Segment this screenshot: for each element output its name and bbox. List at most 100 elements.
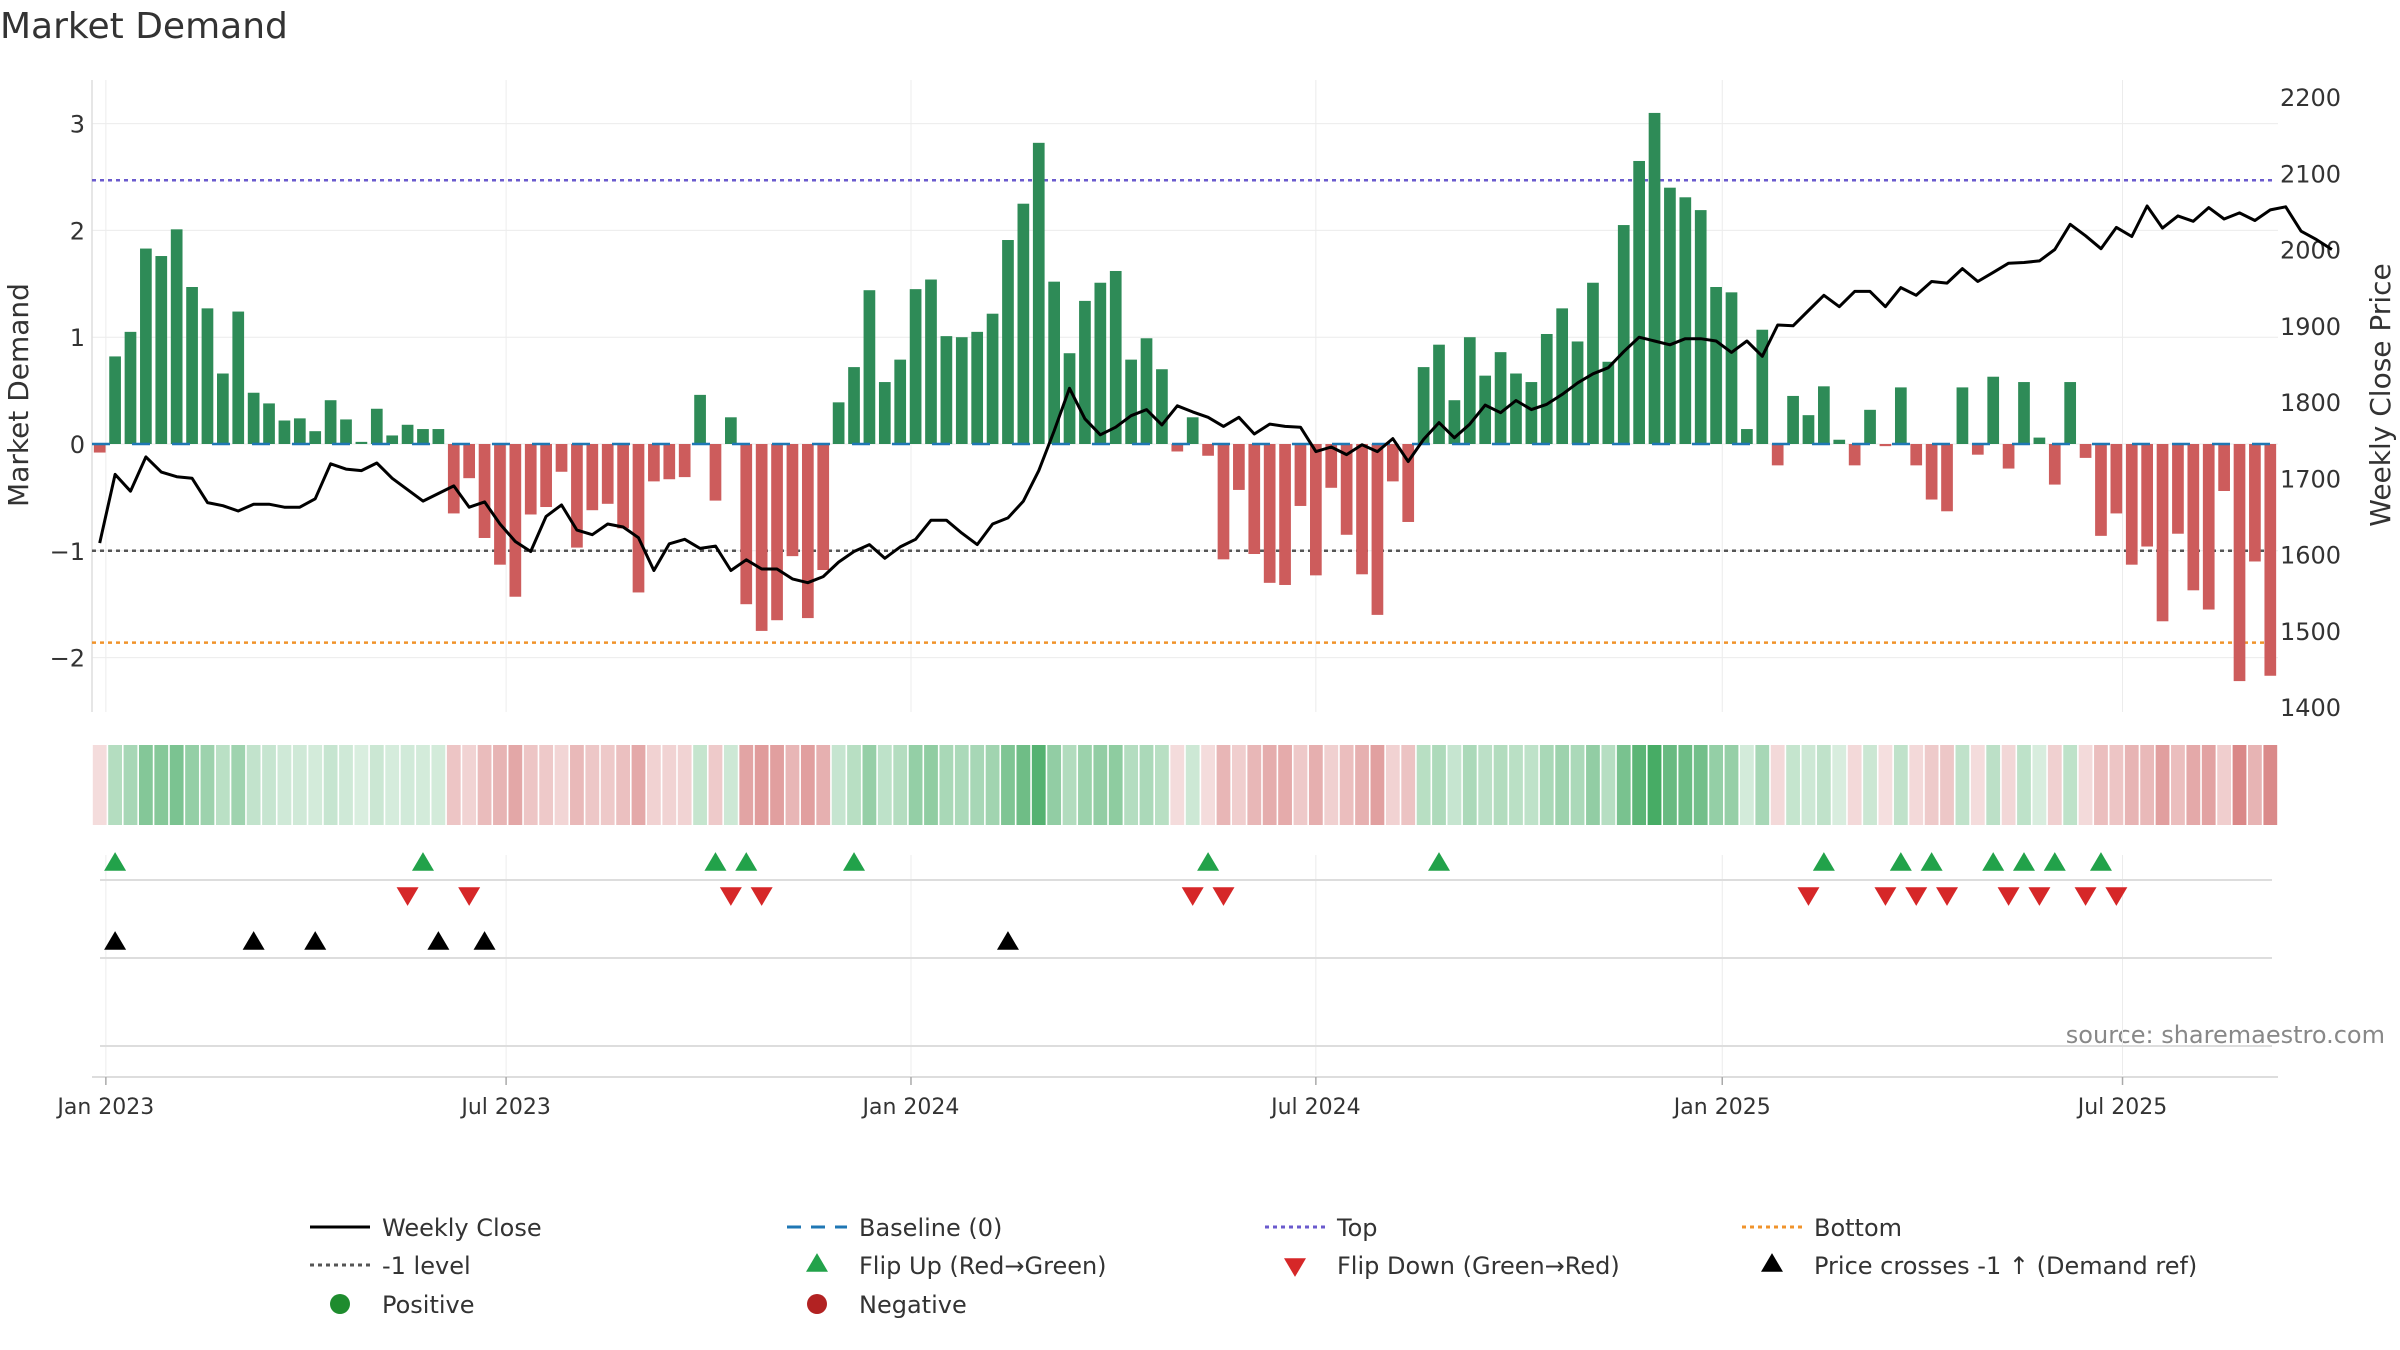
demand-bar <box>232 311 245 444</box>
heat-strip-cell <box>416 745 430 825</box>
demand-bar <box>2064 382 2077 444</box>
cross-up-marker <box>242 931 265 950</box>
heat-strip-cell <box>1616 745 1631 825</box>
heat-strip-cell <box>446 745 461 825</box>
demand-bar <box>201 308 214 444</box>
demand-bar <box>1171 444 1184 452</box>
demand-bar <box>1156 369 1168 444</box>
demand-bar <box>93 444 106 453</box>
flip-up-marker <box>2043 852 2066 871</box>
heat-strip-cell <box>600 745 615 825</box>
demand-bar <box>2218 444 2230 491</box>
demand-bar <box>1664 187 1676 444</box>
demand-bar <box>817 444 830 571</box>
heat-strip-cell <box>246 745 261 825</box>
legend-label: Bottom <box>1814 1214 1902 1242</box>
heat-strip-cell <box>1909 745 1924 825</box>
heat-strip-cell <box>2063 745 2078 825</box>
heat-strip-cell <box>708 745 723 825</box>
y-tick-label-right: 1400 <box>2280 694 2341 722</box>
heat-strip-cell <box>1847 745 1862 825</box>
demand-bar <box>432 429 445 444</box>
demand-bar <box>1371 444 1384 615</box>
y-axis-left-label: Market Demand <box>2 283 35 507</box>
demand-bar <box>555 444 568 472</box>
heat-strip-cell <box>1262 745 1277 825</box>
heat-strip-cell <box>1693 745 1708 825</box>
heat-strip-cell <box>154 745 169 825</box>
y-tick-label-right: 1500 <box>2280 618 2341 646</box>
heat-strip-cell <box>1124 745 1139 825</box>
demand-bar <box>1833 439 1846 444</box>
heat-strip-cell <box>1524 745 1539 825</box>
heat-strip-cell <box>2017 745 2031 825</box>
heat-strip-cell <box>1170 745 1185 825</box>
heat-strip-cell <box>1986 745 2001 825</box>
demand-bar <box>1756 329 1769 444</box>
cross-up-marker <box>473 931 496 950</box>
heat-strip-cell <box>1724 745 1739 825</box>
heat-strip-cell <box>723 745 738 825</box>
heat-strip-cell <box>2263 745 2278 825</box>
demand-bar <box>463 444 476 479</box>
heat-strip-cell <box>985 745 1000 825</box>
demand-bar <box>709 444 722 501</box>
heat-strip-cell <box>385 745 400 825</box>
demand-bar <box>1540 333 1553 444</box>
demand-bar <box>648 444 660 482</box>
flip-down-marker <box>1874 887 1897 906</box>
heat-strip-cell <box>92 745 107 825</box>
heat-strip-cell <box>1878 745 1893 825</box>
legend-item-baseline: Baseline (0) <box>787 1214 1002 1242</box>
demand-bar <box>832 402 845 444</box>
heat-strip-cell <box>1139 745 1154 825</box>
heat-strip-cell <box>1709 745 1724 825</box>
demand-bar <box>1510 373 1522 444</box>
demand-bar <box>509 444 522 597</box>
demand-bar <box>1279 444 1291 585</box>
heat-strip-cell <box>1447 745 1462 825</box>
heat-strip-cell <box>400 745 415 825</box>
heat-strip-cell <box>1663 745 1677 825</box>
heat-strip-cell <box>2032 745 2047 825</box>
cross-up-marker <box>104 931 127 950</box>
heat-strip-cell <box>1370 745 1385 825</box>
flip-down-marker <box>1997 887 2020 906</box>
demand-bar <box>694 394 706 444</box>
legend-item-close: Weekly Close <box>310 1214 542 1242</box>
demand-bar <box>725 417 737 444</box>
demand-bar <box>1094 282 1107 444</box>
demand-bar <box>1386 444 1399 482</box>
demand-bar <box>894 359 907 444</box>
legend-label: Baseline (0) <box>859 1214 1002 1242</box>
demand-bar <box>1340 444 1353 535</box>
heat-strip-cell <box>1278 745 1292 825</box>
demand-bar <box>1771 444 1784 466</box>
flip-down-marker <box>2074 887 2097 906</box>
flip-up-marker <box>2012 852 2035 871</box>
heat-strip-cell <box>1385 745 1400 825</box>
heat-strip-cell <box>1586 745 1600 825</box>
heat-strip-cell <box>847 745 861 825</box>
heat-strip-cell <box>970 745 985 825</box>
demand-bar <box>1217 444 1230 560</box>
demand-bar <box>925 279 937 444</box>
demand-bar <box>293 418 306 444</box>
heat-strip-cell <box>1185 745 1200 825</box>
demand-bar <box>1910 444 1923 466</box>
heat-strip-cell <box>1047 745 1062 825</box>
heat-strip-cell <box>169 745 184 825</box>
heat-strip-cell <box>1786 745 1800 825</box>
heat-strip-cell <box>2217 745 2232 825</box>
demand-bar <box>524 444 537 515</box>
heat-strip-cell <box>2047 745 2062 825</box>
heat-strip-cell <box>215 745 230 825</box>
heat-strip-cell <box>646 745 661 825</box>
demand-bar <box>263 403 275 444</box>
heat-strip-cell <box>785 745 800 825</box>
legend-label: Flip Down (Green→Red) <box>1337 1252 1620 1280</box>
demand-bar <box>1310 444 1322 576</box>
x-tick-label: Jul 2023 <box>459 1095 551 1120</box>
heat-strip-cell <box>1555 745 1570 825</box>
heat-strip-cell <box>2094 745 2108 825</box>
